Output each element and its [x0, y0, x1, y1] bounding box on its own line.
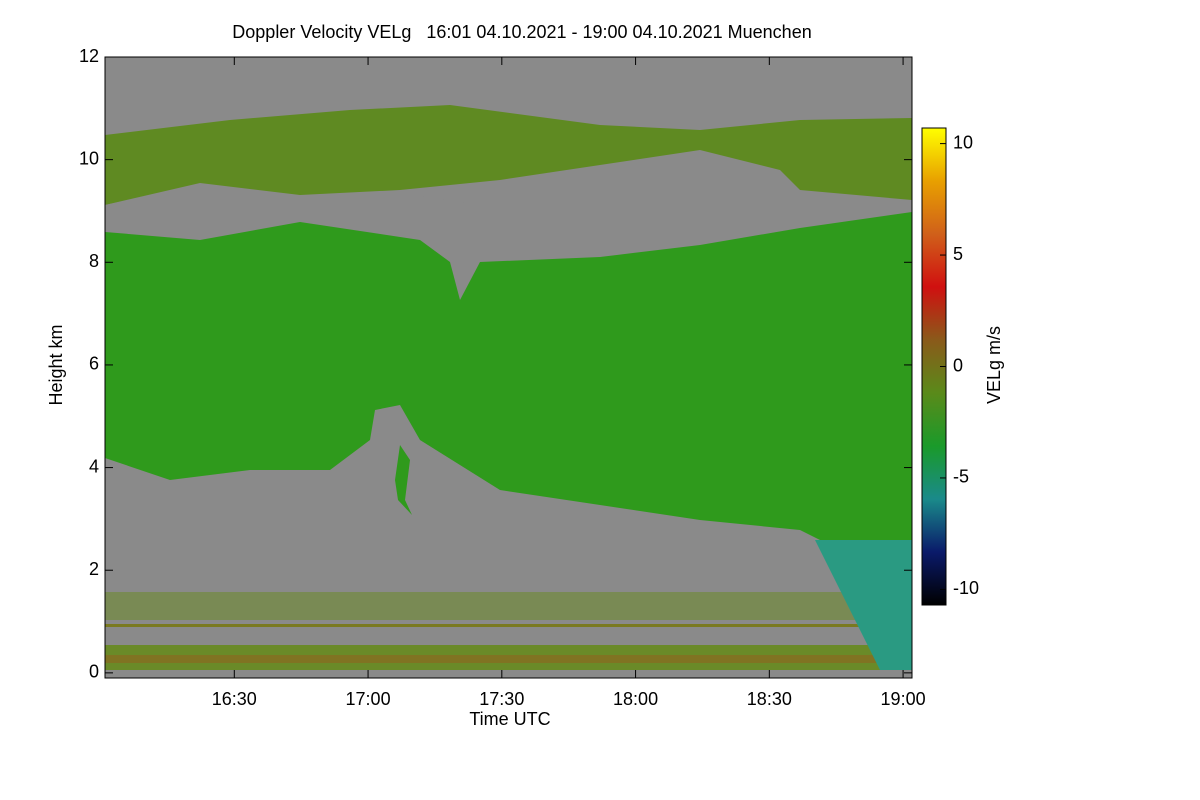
plot-frame	[104, 56, 913, 679]
x-tick-label: 18:00	[613, 689, 658, 709]
x-axis-label: Time UTC	[469, 709, 550, 729]
colorbar-label: VELg m/s	[984, 326, 1004, 404]
radar-field	[105, 57, 912, 678]
x-tick-label: 17:00	[346, 689, 391, 709]
y-axis-label: Height km	[46, 324, 66, 405]
colorbar-tick-label: 5	[953, 244, 963, 264]
colorbar-tick-label: -10	[953, 578, 979, 598]
colorbar-tick-label: -5	[953, 467, 969, 487]
chart-title: Doppler Velocity VELg 16:01 04.10.2021 -…	[232, 22, 811, 42]
x-tick-label: 17:30	[479, 689, 524, 709]
x-tick-label: 19:00	[881, 689, 926, 709]
y-tick-label: 2	[89, 559, 99, 579]
colorbar-tick-label: 0	[953, 355, 963, 375]
x-tick-label: 18:30	[747, 689, 792, 709]
y-tick-label: 0	[89, 662, 99, 682]
y-tick-label: 8	[89, 251, 99, 271]
x-tick-label: 16:30	[212, 689, 257, 709]
y-tick-label: 6	[89, 354, 99, 374]
y-tick-label: 10	[79, 148, 99, 168]
colorbar-tick-label: 10	[953, 132, 973, 152]
y-tick-label: 4	[89, 456, 99, 476]
y-tick-label: 12	[79, 46, 99, 66]
